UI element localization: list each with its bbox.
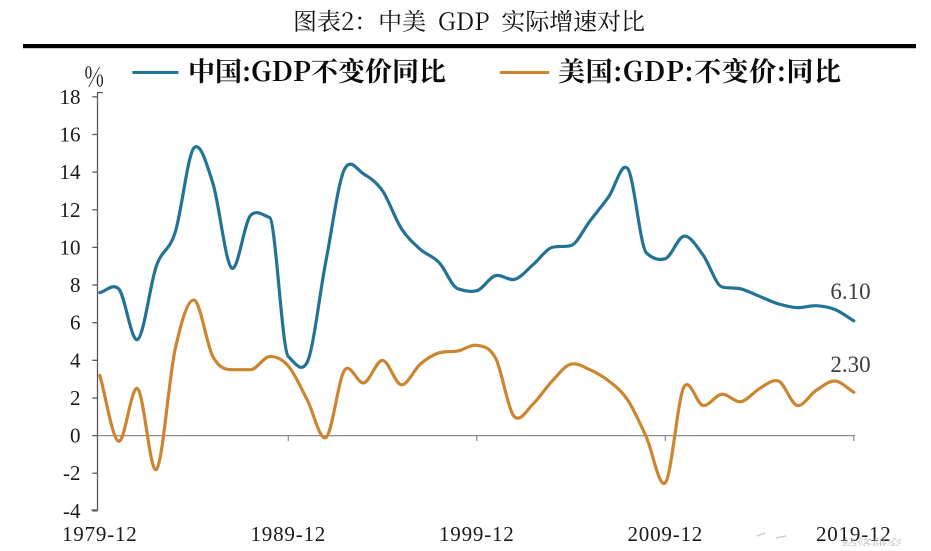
svg-text:1989-12: 1989-12 <box>251 522 327 546</box>
svg-text:10: 10 <box>60 235 81 259</box>
svg-text:12: 12 <box>60 198 81 222</box>
svg-text:8: 8 <box>70 273 81 297</box>
svg-text:18: 18 <box>60 85 81 109</box>
svg-text:0: 0 <box>70 424 81 448</box>
svg-text:14: 14 <box>60 160 82 184</box>
svg-text:2: 2 <box>70 386 81 410</box>
svg-text:16: 16 <box>60 123 81 147</box>
svg-text:6.10: 6.10 <box>830 279 870 304</box>
svg-text:1999-12: 1999-12 <box>439 522 515 546</box>
svg-text:1979-12: 1979-12 <box>62 522 138 546</box>
svg-text:2009-12: 2009-12 <box>628 522 704 546</box>
svg-text:2019-12: 2019-12 <box>816 522 892 546</box>
svg-text:4: 4 <box>70 348 81 372</box>
svg-text:2.30: 2.30 <box>830 352 870 377</box>
svg-text:6: 6 <box>70 311 81 335</box>
svg-text:-4: -4 <box>63 499 81 523</box>
svg-text:-2: -2 <box>63 461 81 485</box>
